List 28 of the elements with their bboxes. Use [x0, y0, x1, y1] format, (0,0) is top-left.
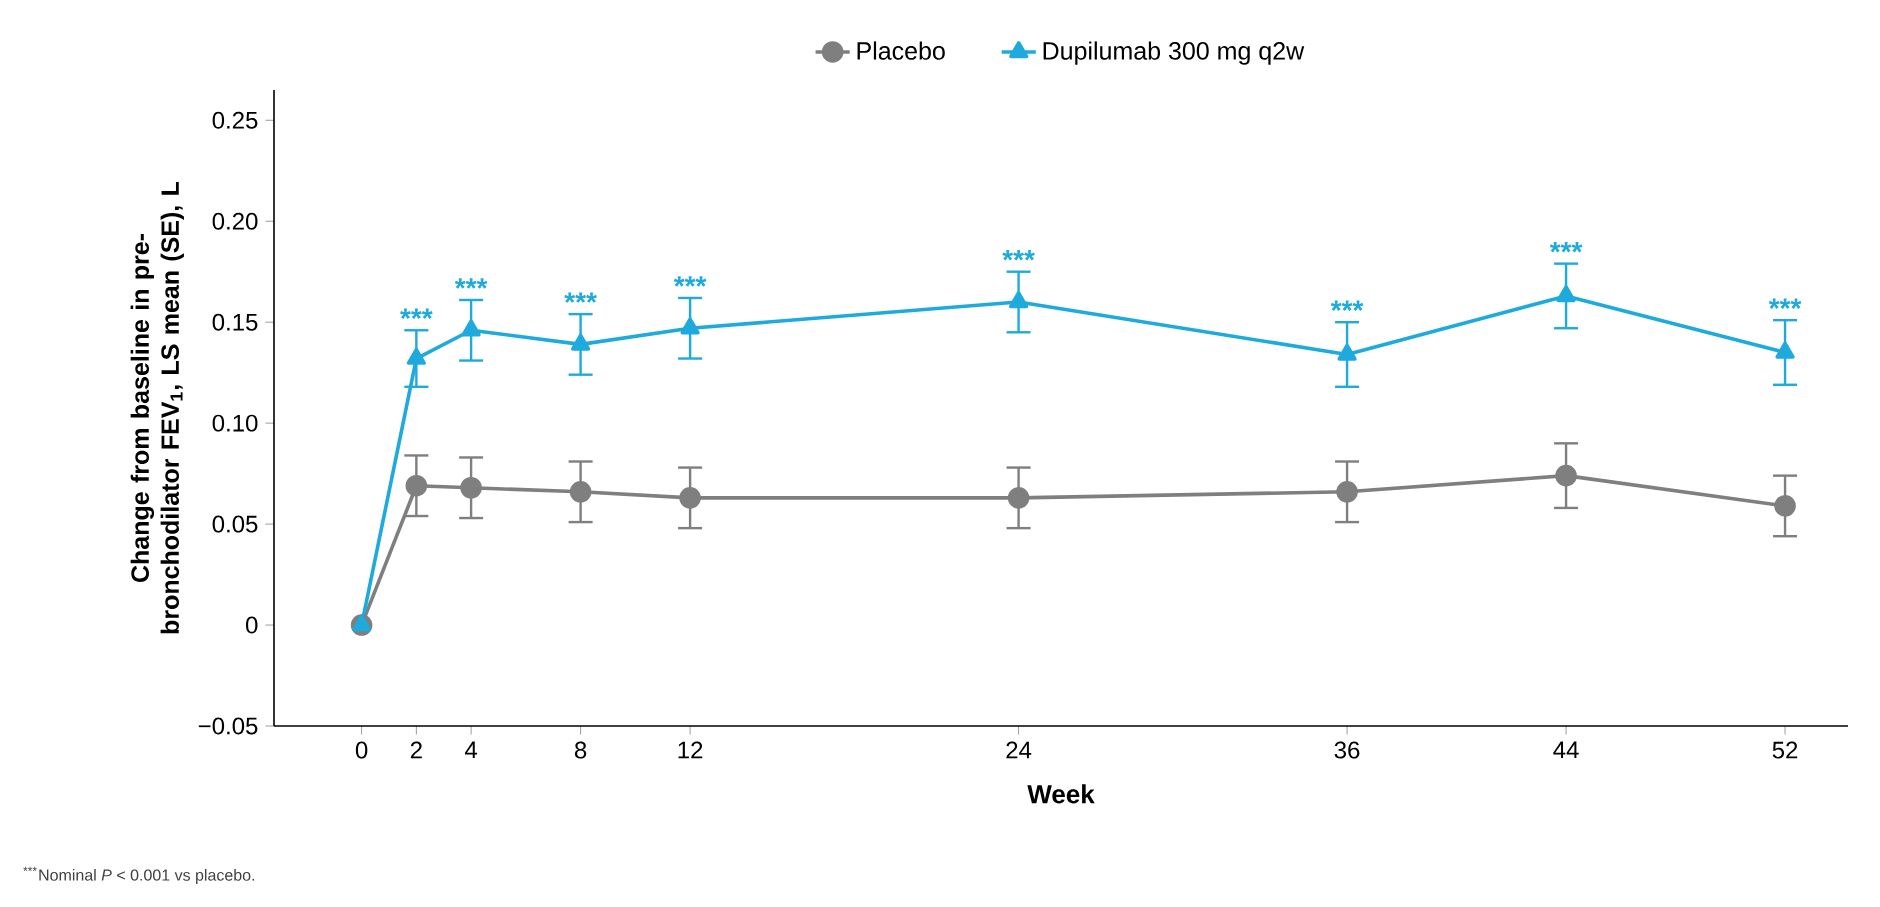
- y-tick-label: 0.25: [212, 111, 258, 129]
- x-tick-label: 0: [355, 741, 368, 759]
- x-tick-label: 44: [1553, 741, 1579, 759]
- y-tick-label: 0.20: [212, 212, 258, 230]
- y-tick-label: 0.10: [212, 414, 258, 432]
- annotation: ***: [454, 278, 488, 289]
- y-tick-label: 0.15: [212, 313, 258, 331]
- annotation: ***: [1002, 250, 1035, 261]
- x-tick-label: 12: [678, 741, 703, 759]
- annotation: ***: [1330, 300, 1364, 311]
- text: $^{***}$Nominal P < 0.001 vs placebo.: [23, 866, 255, 884]
- x-tick-label: 8: [574, 741, 587, 759]
- x-tick-label: 36: [1334, 741, 1360, 759]
- x-tick-label: 24: [1006, 741, 1032, 759]
- x-tick-label: 52: [1772, 741, 1798, 759]
- x-tick-label: 2: [410, 741, 422, 759]
- annotation: ***: [1768, 298, 1802, 309]
- annotation: ***: [400, 308, 433, 320]
- legend-label: Placebo: [857, 41, 945, 60]
- y-tick-label: −0.05: [198, 717, 258, 735]
- annotation: ***: [1549, 241, 1583, 253]
- x-tick-label: 4: [464, 741, 478, 759]
- y-tick-label: 0.05: [212, 515, 258, 533]
- annotation: ***: [564, 292, 597, 303]
- annotation: ***: [673, 276, 707, 287]
- x-axis-title: Week: [1027, 784, 1095, 804]
- y-tick-label: 0: [246, 616, 258, 634]
- legend-label: Dupilumab 300 mg q2w: [1043, 41, 1305, 65]
